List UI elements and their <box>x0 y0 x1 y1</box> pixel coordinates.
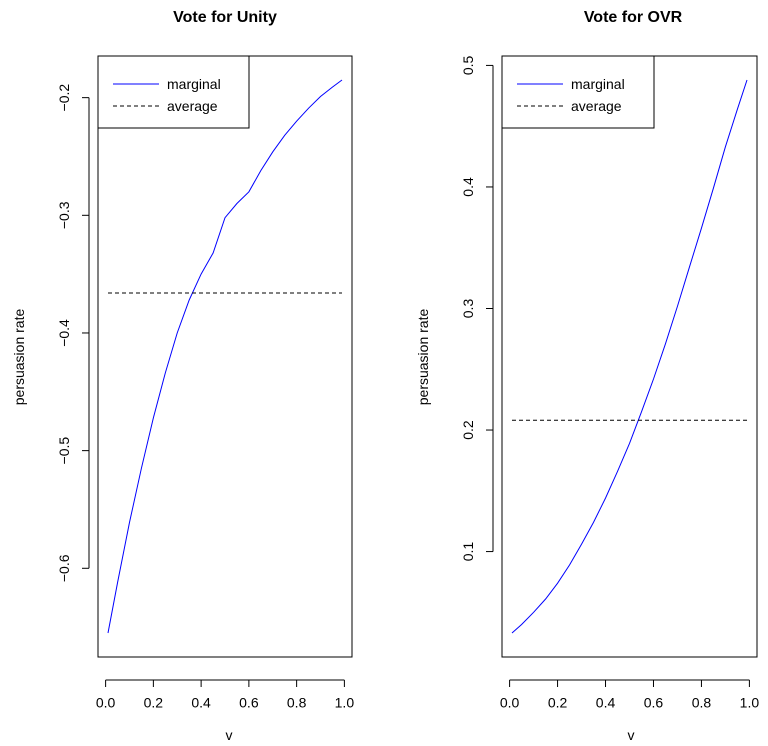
x-axis-label: v <box>226 727 233 743</box>
x-tick-label: 0.2 <box>144 694 164 710</box>
x-axis-label: v <box>628 727 635 743</box>
y-tick-label: 0.3 <box>460 299 476 319</box>
legend-box <box>97 55 250 129</box>
legend-label-marginal: marginal <box>167 76 221 92</box>
x-tick-label: 0.6 <box>239 694 259 710</box>
plot-frame <box>501 55 758 658</box>
plot-frame <box>97 55 353 658</box>
panel-vote-for-ovr: Vote for OVR 0.0 0.2 0.4 0.6 0.8 1.0 0.10.20.… <box>415 9 759 743</box>
series-line-marginal <box>511 79 748 634</box>
series-layer <box>511 79 748 634</box>
x-tick-label: 0.4 <box>191 694 211 710</box>
y-tick-label: 0.2 <box>460 420 476 440</box>
y-tick-label: 0.4 <box>460 177 476 197</box>
x-tick-label: 1.0 <box>740 694 760 710</box>
y-tick-label: −0.4 <box>56 319 72 347</box>
y-tick-label: −0.3 <box>56 201 72 229</box>
chart-title: Vote for Unity <box>173 9 277 26</box>
legend-label-average: average <box>571 98 622 114</box>
y-tick-label: −0.6 <box>56 554 72 582</box>
x-tick-label: 1.0 <box>335 694 355 710</box>
x-tick-label: 0.6 <box>644 694 664 710</box>
x-tick-label: 0.0 <box>500 694 520 710</box>
legend-label-marginal: marginal <box>571 76 625 92</box>
x-tick-label: 0.0 <box>96 694 116 710</box>
chart-title: Vote for OVR <box>584 9 683 26</box>
legend-label-average: average <box>167 98 218 114</box>
legend: marginal average <box>97 55 250 129</box>
x-tick-label: 0.4 <box>596 694 616 710</box>
y-axis-label: persuasion rate <box>415 309 431 406</box>
y-tick-label: 0.1 <box>460 542 476 562</box>
legend-box <box>501 55 655 129</box>
legend: marginal average <box>501 55 655 129</box>
series-line-marginal <box>107 79 343 634</box>
y-axis-label: persuasion rate <box>11 309 27 406</box>
y-axis: 0.1 0.2 0.3 0.4 0.5 <box>460 55 494 562</box>
x-tick-label: 0.2 <box>548 694 568 710</box>
y-axis: −0.6 −0.5 −0.4 −0.3 −0.2 <box>56 84 90 582</box>
series-layer <box>107 79 343 634</box>
y-tick-label: −0.2 <box>56 84 72 112</box>
x-tick-label: 0.8 <box>692 694 712 710</box>
x-axis: 0.0 0.2 0.4 0.6 0.8 1.0 <box>96 679 355 710</box>
y-tick-label: 0.5 <box>460 55 476 75</box>
y-tick-label: −0.5 <box>56 437 72 465</box>
x-axis: 0.0 0.2 0.4 0.6 0.8 1.0 <box>500 679 760 710</box>
x-tick-label: 0.8 <box>287 694 307 710</box>
panel-vote-for-unity: Vote for Unity 0.0 0.2 0.4 0.6 0.8 1.0 −0.6−0… <box>11 9 354 743</box>
